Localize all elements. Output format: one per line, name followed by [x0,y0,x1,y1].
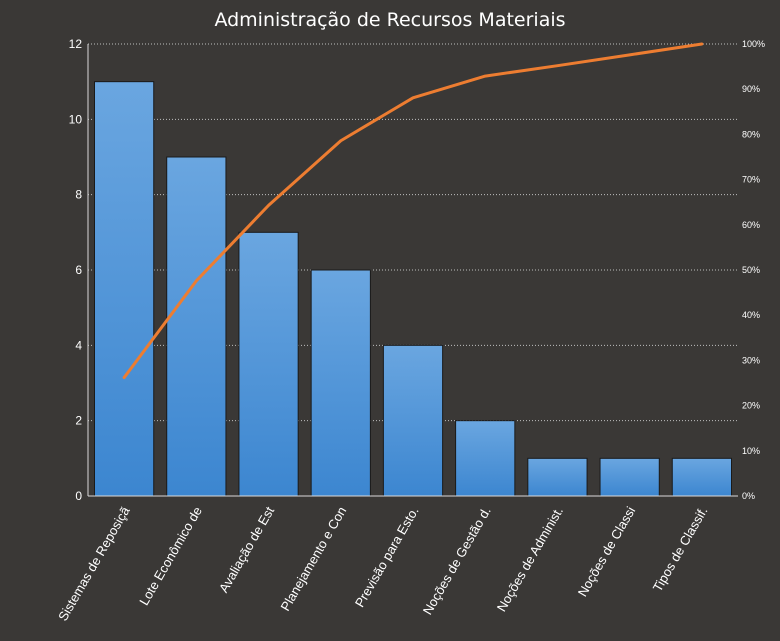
cumulative-series-line [122,42,704,380]
y-axis-ticks: 0 2 4 6 8 10 12 [69,37,83,503]
bars [94,81,732,497]
y2-tick-label: 50% [742,265,760,275]
axes [87,44,738,497]
x-tick-label: Avaliação de Est [216,504,277,595]
y2-tick-label: 100% [742,39,765,49]
x-tick-label: Sistemas de Reposiçã [55,503,133,623]
y2-tick-label: 90% [742,84,760,94]
x-tick-label: Planejamento e Con [277,504,349,614]
x-tick-label: Noções de Administ. [494,504,566,614]
y2-tick-label: 0% [742,491,755,501]
x-tick-label: Noções de Gestão d. [420,504,494,617]
y-tick-label: 10 [69,112,83,126]
y2-tick-label: 70% [742,175,760,185]
y2-tick-label: 30% [742,355,760,365]
x-tick-label: Tipos de Classif. [650,504,711,594]
bar [599,457,660,497]
bar [310,269,371,497]
x-axis-ticks: Sistemas de Reposiçã Lote Econômico de Ava… [55,503,710,623]
y-tick-label: 8 [75,188,82,202]
bar [94,81,155,497]
y-tick-label: 4 [75,338,82,352]
bar [527,457,588,497]
x-tick-label: Noções de Classi [575,504,639,599]
x-tick-label: Previsão para Esto. [352,504,422,610]
y-tick-label: 6 [75,263,82,277]
y2-tick-label: 80% [742,129,760,139]
cumulative-line [122,42,704,380]
secondary-axis-ticks: 0% 10% 20% 30% 40% 50% 60% 70% 80% 90% 100% [742,39,765,501]
bar [238,231,299,497]
chart-title: Administração de Recursos Materiais [214,9,565,31]
y2-tick-label: 60% [742,220,760,230]
bar [382,344,444,497]
y-tick-label: 2 [75,414,82,428]
y-tick-label: 0 [75,489,82,503]
y2-tick-label: 40% [742,310,760,320]
y2-tick-label: 20% [742,401,760,411]
bar [455,420,516,497]
bar [671,457,732,497]
y2-tick-label: 10% [742,446,760,456]
bar [166,156,227,497]
x-tick-label: Lote Econômico de [136,504,205,608]
y-tick-label: 12 [69,37,83,51]
